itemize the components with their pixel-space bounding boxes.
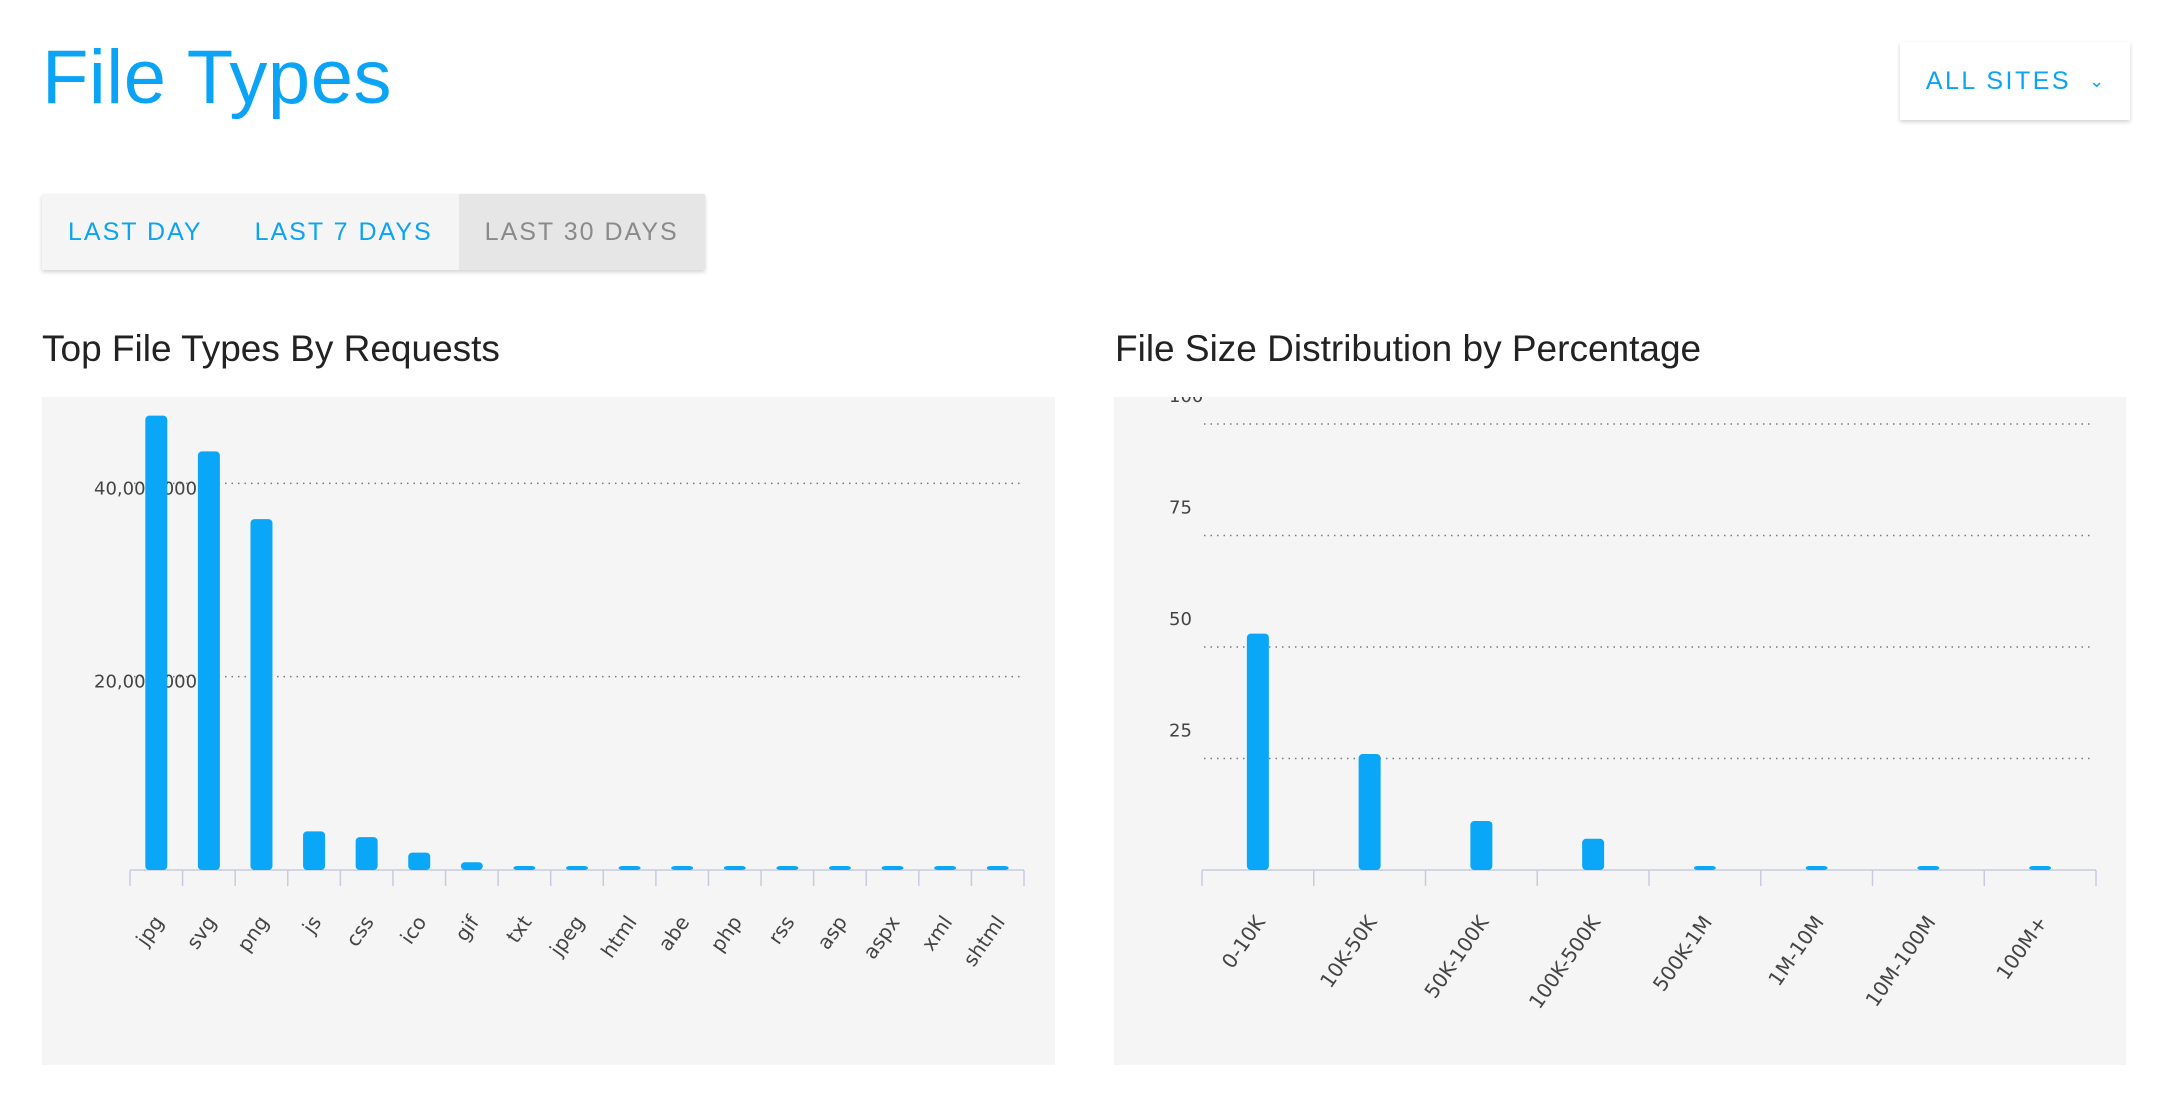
x-tick-label: svg: [181, 911, 221, 953]
tab-last-7-days[interactable]: LAST 7 DAYS: [229, 194, 459, 270]
x-tick-label: js: [297, 911, 326, 939]
bar-10M-100M[interactable]: [1917, 866, 1940, 870]
x-tick-label: txt: [501, 911, 537, 947]
bar-1M-10M[interactable]: [1805, 866, 1828, 870]
x-tick-label: php: [705, 911, 747, 956]
x-tick-label: asp: [812, 911, 852, 954]
tab-last-7-days-label: LAST 7 DAYS: [254, 217, 433, 246]
size-bar-chart: 100 75 50 25 0-10K 10K-50K 50K-100K 100K-500K 50…: [1169, 397, 2097, 1013]
bar-xml[interactable]: [934, 866, 957, 870]
y-tick-label: 25: [1169, 721, 1192, 742]
bar-100M+[interactable]: [2029, 866, 2052, 870]
tab-last-day[interactable]: LAST DAY: [42, 194, 229, 270]
y-tick-label: 75: [1169, 498, 1192, 519]
size-chart-title: File Size Distribution by Percentage: [1115, 328, 1702, 369]
bar-abe[interactable]: [671, 866, 694, 870]
requests-bar-chart: 60,000,00040,000,00020,000,000jpgsvgpngj…: [94, 415, 1025, 971]
x-tick-label: jpg: [130, 911, 168, 951]
bar-jpeg[interactable]: [566, 866, 588, 870]
bar-rss[interactable]: [776, 866, 799, 870]
x-tick-label: css: [341, 911, 379, 951]
bar-100K-500K[interactable]: [1582, 838, 1605, 870]
bar-php[interactable]: [723, 866, 746, 870]
x-tick-label: aspx: [858, 911, 905, 964]
x-tick-label: rss: [763, 911, 799, 949]
x-tick-label: 10M-100M: [1860, 911, 1940, 1011]
x-tick-label: 10K-50K: [1315, 910, 1382, 992]
time-range-tabs: LAST DAY LAST 7 DAYS LAST 30 DAYS: [42, 194, 705, 270]
y-tick-label: 50: [1169, 609, 1192, 630]
x-tick-label: 1M-10M: [1763, 911, 1828, 990]
x-tick-label: 0-10K: [1217, 910, 1271, 972]
tab-last-30-days[interactable]: LAST 30 DAYS: [458, 194, 705, 270]
bar-js[interactable]: [303, 831, 326, 870]
x-tick-label: abe: [653, 911, 694, 955]
tab-last-30-days-label: LAST 30 DAYS: [484, 217, 679, 246]
y-tick-label: 100: [1169, 397, 1203, 407]
x-tick-label: shtml: [958, 911, 1010, 971]
site-selector-dropdown[interactable]: ALL SITES ⌄: [1900, 42, 2130, 120]
bar-css[interactable]: [355, 837, 378, 870]
requests-chart-title: Top File Types By Requests: [42, 328, 500, 369]
x-tick-label: ico: [395, 911, 431, 948]
page-title: File Types: [42, 35, 392, 120]
x-tick-label: 50K-100K: [1419, 910, 1494, 1002]
bar-gif[interactable]: [460, 862, 483, 870]
bar-aspx[interactable]: [881, 866, 904, 870]
chevron-down-icon: ⌄: [2089, 70, 2105, 91]
x-tick-label: png: [232, 911, 274, 956]
bar-png[interactable]: [250, 519, 273, 870]
x-tick-label: html: [596, 911, 642, 962]
x-tick-label: gif: [450, 910, 485, 945]
site-selector-label: ALL SITES: [1925, 66, 2072, 95]
bar-50K-100K[interactable]: [1470, 820, 1493, 870]
bar-0-10K[interactable]: [1246, 633, 1269, 870]
x-tick-label: 100M+: [1991, 911, 2052, 984]
bar-html[interactable]: [618, 866, 641, 870]
x-tick-label: xml: [916, 911, 957, 955]
requests-chart-panel: 60,000,00040,000,00020,000,000jpgsvgpngj…: [42, 397, 1055, 1065]
tab-last-day-label: LAST DAY: [68, 217, 203, 246]
bar-asp[interactable]: [828, 866, 851, 870]
x-tick-label: 100K-500K: [1524, 910, 1606, 1013]
bar-svg[interactable]: [197, 451, 220, 870]
x-tick-label: 500K-1M: [1648, 911, 1717, 996]
size-chart-panel: 100 75 50 25 0-10K 10K-50K 50K-100K 100K-500K 50…: [1114, 397, 2126, 1065]
bar-10K-50K[interactable]: [1358, 754, 1381, 870]
bar-jpg[interactable]: [145, 415, 168, 870]
x-tick-label: jpeg: [544, 911, 589, 961]
bar-ico[interactable]: [408, 852, 431, 870]
bar-shtml[interactable]: [986, 866, 1009, 870]
bar-500K-1M[interactable]: [1693, 866, 1716, 870]
bar-txt[interactable]: [513, 866, 536, 870]
